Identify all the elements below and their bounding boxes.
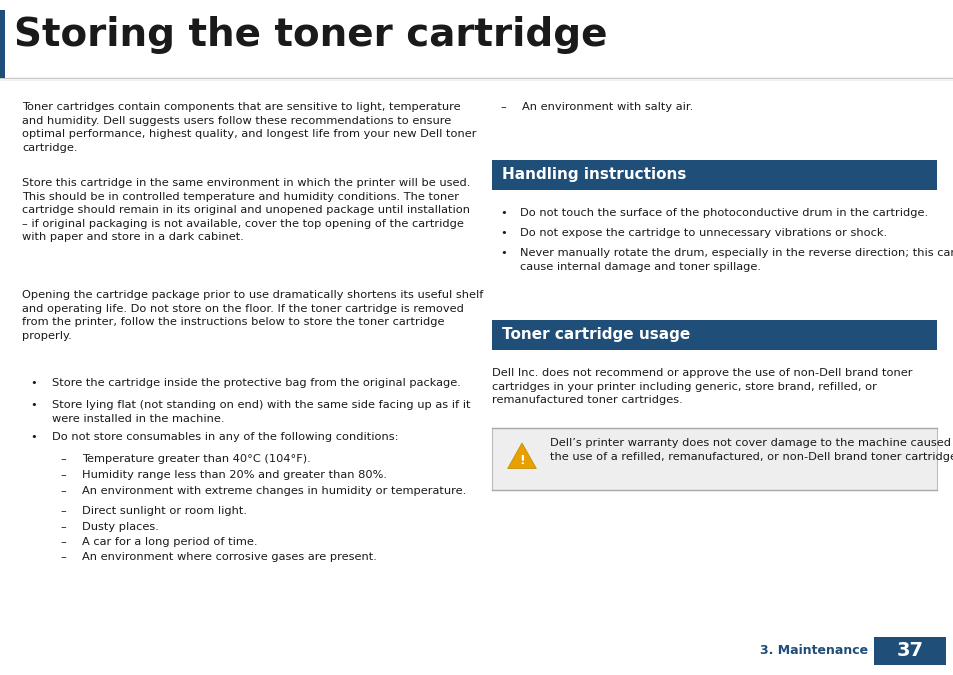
Text: Toner cartridges contain components that are sensitive to light, temperature
and: Toner cartridges contain components that…	[22, 102, 476, 153]
Text: Store lying flat (not standing on end) with the same side facing up as if it
wer: Store lying flat (not standing on end) w…	[52, 400, 470, 424]
Text: Temperature greater than 40°C (104°F).: Temperature greater than 40°C (104°F).	[82, 454, 311, 464]
Text: Dusty places.: Dusty places.	[82, 522, 159, 532]
Bar	[492, 160, 936, 190]
Text: Dell’s printer warranty does not cover damage to the machine caused by
the use o: Dell’s printer warranty does not cover d…	[550, 438, 953, 462]
Bar	[0, 10, 5, 78]
Text: Store this cartridge in the same environment in which the printer will be used.
: Store this cartridge in the same environ…	[22, 178, 470, 242]
Text: –: –	[60, 506, 66, 516]
Text: Do not store consumables in any of the following conditions:: Do not store consumables in any of the f…	[52, 432, 398, 442]
Bar	[873, 637, 945, 665]
Text: An environment with salty air.: An environment with salty air.	[521, 102, 693, 112]
Text: An environment where corrosive gases are present.: An environment where corrosive gases are…	[82, 552, 376, 562]
Polygon shape	[507, 443, 536, 468]
Text: A car for a long period of time.: A car for a long period of time.	[82, 537, 257, 547]
Text: –: –	[60, 454, 66, 464]
Bar	[492, 428, 936, 490]
Text: 3. Maintenance: 3. Maintenance	[760, 643, 867, 657]
Text: •: •	[30, 432, 37, 442]
Text: !: !	[518, 454, 524, 466]
Text: Humidity range less than 20% and greater than 80%.: Humidity range less than 20% and greater…	[82, 470, 387, 480]
Text: An environment with extreme changes in humidity or temperature.: An environment with extreme changes in h…	[82, 486, 466, 496]
Text: –: –	[60, 522, 66, 532]
Text: –: –	[60, 537, 66, 547]
Text: –: –	[60, 552, 66, 562]
Text: Opening the cartridge package prior to use dramatically shortens its useful shel: Opening the cartridge package prior to u…	[22, 290, 483, 341]
Text: Do not expose the cartridge to unnecessary vibrations or shock.: Do not expose the cartridge to unnecessa…	[519, 228, 886, 238]
Text: Storing the toner cartridge: Storing the toner cartridge	[14, 16, 607, 54]
Text: Toner cartridge usage: Toner cartridge usage	[501, 327, 690, 342]
Text: •: •	[499, 228, 506, 238]
Text: 37: 37	[896, 641, 923, 661]
Text: Store the cartridge inside the protective bag from the original package.: Store the cartridge inside the protectiv…	[52, 378, 460, 388]
Text: –: –	[60, 486, 66, 496]
Text: •: •	[499, 248, 506, 258]
Text: Handling instructions: Handling instructions	[501, 167, 685, 182]
Text: Dell Inc. does not recommend or approve the use of non-Dell brand toner
cartridg: Dell Inc. does not recommend or approve …	[492, 368, 911, 405]
Text: Do not touch the surface of the photoconductive drum in the cartridge.: Do not touch the surface of the photocon…	[519, 208, 927, 218]
Text: •: •	[499, 208, 506, 218]
Bar	[492, 320, 936, 350]
Text: •: •	[30, 378, 37, 388]
Text: –: –	[499, 102, 505, 112]
Text: •: •	[30, 400, 37, 410]
Text: Never manually rotate the drum, especially in the reverse direction; this can
ca: Never manually rotate the drum, especial…	[519, 248, 953, 271]
Text: Direct sunlight or room light.: Direct sunlight or room light.	[82, 506, 247, 516]
Text: –: –	[60, 470, 66, 480]
